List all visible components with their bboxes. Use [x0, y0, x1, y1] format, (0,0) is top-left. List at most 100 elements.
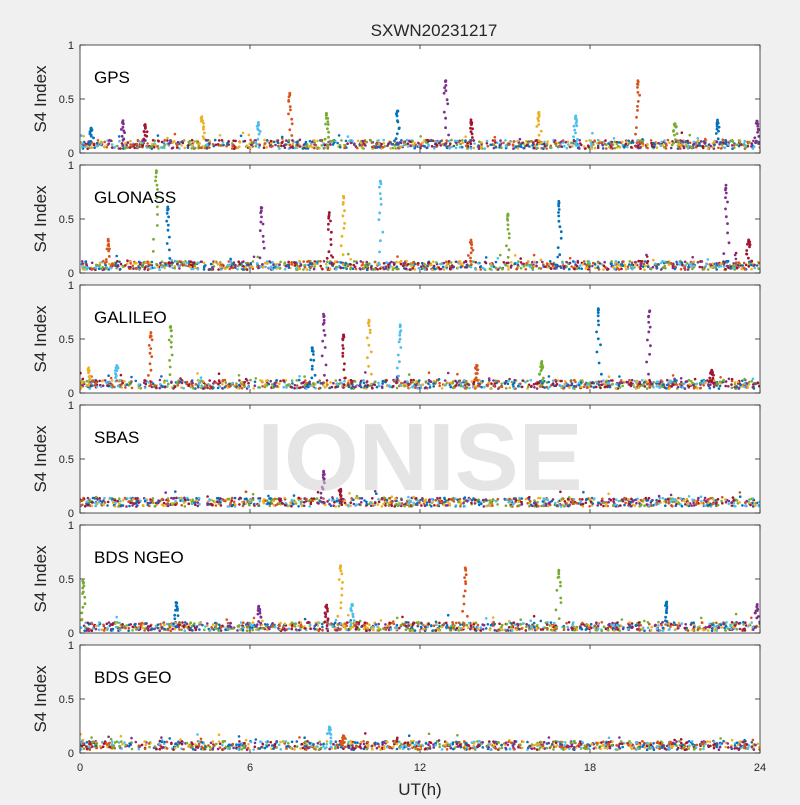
data-point — [560, 380, 563, 383]
data-point — [144, 387, 147, 390]
data-point — [432, 385, 435, 388]
data-point — [564, 380, 567, 383]
data-point — [631, 268, 634, 271]
data-point — [698, 142, 701, 145]
spike-point — [505, 264, 508, 267]
data-point — [325, 382, 328, 385]
data-point — [111, 383, 114, 386]
data-point — [730, 267, 733, 270]
spike-point — [635, 116, 638, 119]
data-point — [197, 385, 200, 388]
data-point — [343, 147, 346, 150]
spike-point — [168, 249, 171, 252]
data-point — [290, 386, 293, 389]
data-point — [179, 380, 182, 383]
data-point — [517, 385, 520, 388]
data-point — [261, 385, 264, 388]
data-point — [174, 386, 177, 389]
data-point — [549, 386, 552, 389]
data-point — [685, 143, 688, 146]
spike-point — [203, 132, 206, 135]
data-point — [596, 504, 599, 507]
data-point — [751, 380, 754, 383]
data-point — [492, 384, 495, 387]
data-point — [279, 380, 282, 383]
data-point — [586, 498, 589, 501]
data-point — [152, 502, 155, 505]
data-point — [606, 385, 609, 388]
data-point — [562, 387, 565, 390]
data-point — [618, 500, 621, 503]
data-point — [486, 140, 489, 143]
data-point — [296, 384, 299, 387]
data-point — [547, 381, 550, 384]
data-point — [456, 373, 459, 376]
y-axis-label: S4 Index — [31, 305, 50, 373]
data-point — [136, 497, 139, 500]
spike-point — [443, 111, 446, 114]
spike-point — [713, 143, 716, 146]
data-point — [270, 140, 273, 143]
spike-point — [327, 123, 330, 126]
data-point — [725, 380, 728, 383]
data-point — [630, 505, 633, 508]
data-point — [247, 382, 250, 385]
data-point — [166, 137, 169, 140]
data-point — [170, 261, 173, 264]
data-point — [203, 268, 206, 271]
data-point — [117, 505, 120, 508]
data-point — [189, 143, 192, 146]
data-point — [712, 498, 715, 501]
data-point — [741, 504, 744, 507]
data-point — [636, 139, 639, 142]
data-point — [131, 387, 134, 390]
data-point — [694, 386, 697, 389]
data-point — [79, 372, 82, 375]
data-point — [489, 144, 492, 147]
data-point — [210, 263, 213, 266]
data-point — [704, 138, 707, 141]
spike-point — [323, 374, 326, 377]
spike-point — [171, 354, 174, 357]
data-point — [727, 143, 730, 146]
data-point — [652, 142, 655, 145]
data-point — [167, 497, 170, 500]
data-point — [594, 263, 597, 266]
data-point — [169, 265, 172, 268]
y-tick-label: 0.5 — [59, 94, 74, 106]
data-point — [137, 266, 140, 269]
data-point — [724, 385, 727, 388]
spike-point — [150, 331, 153, 334]
data-point — [237, 387, 240, 390]
data-point — [395, 382, 398, 385]
data-point — [522, 147, 525, 150]
data-point — [554, 139, 557, 142]
data-point — [463, 379, 466, 382]
data-point — [460, 266, 463, 269]
data-point — [353, 142, 356, 145]
spike-point — [170, 335, 173, 338]
data-point — [460, 385, 463, 388]
data-point — [151, 143, 154, 146]
data-point — [688, 495, 691, 498]
data-point — [327, 147, 330, 150]
spike-point — [636, 141, 639, 144]
data-point — [115, 255, 118, 258]
data-point — [452, 380, 455, 383]
y-tick-label: 0 — [68, 268, 74, 280]
data-point — [124, 386, 127, 389]
spike-point — [341, 352, 344, 355]
data-point — [234, 503, 237, 506]
data-point — [689, 141, 692, 144]
spike-point — [507, 223, 510, 226]
data-point — [625, 268, 628, 271]
data-point — [400, 139, 403, 142]
spike-point — [395, 137, 398, 140]
data-point — [374, 380, 377, 383]
data-point — [681, 131, 684, 134]
data-point — [231, 142, 234, 145]
spike-point — [745, 249, 748, 252]
data-point — [575, 142, 578, 145]
